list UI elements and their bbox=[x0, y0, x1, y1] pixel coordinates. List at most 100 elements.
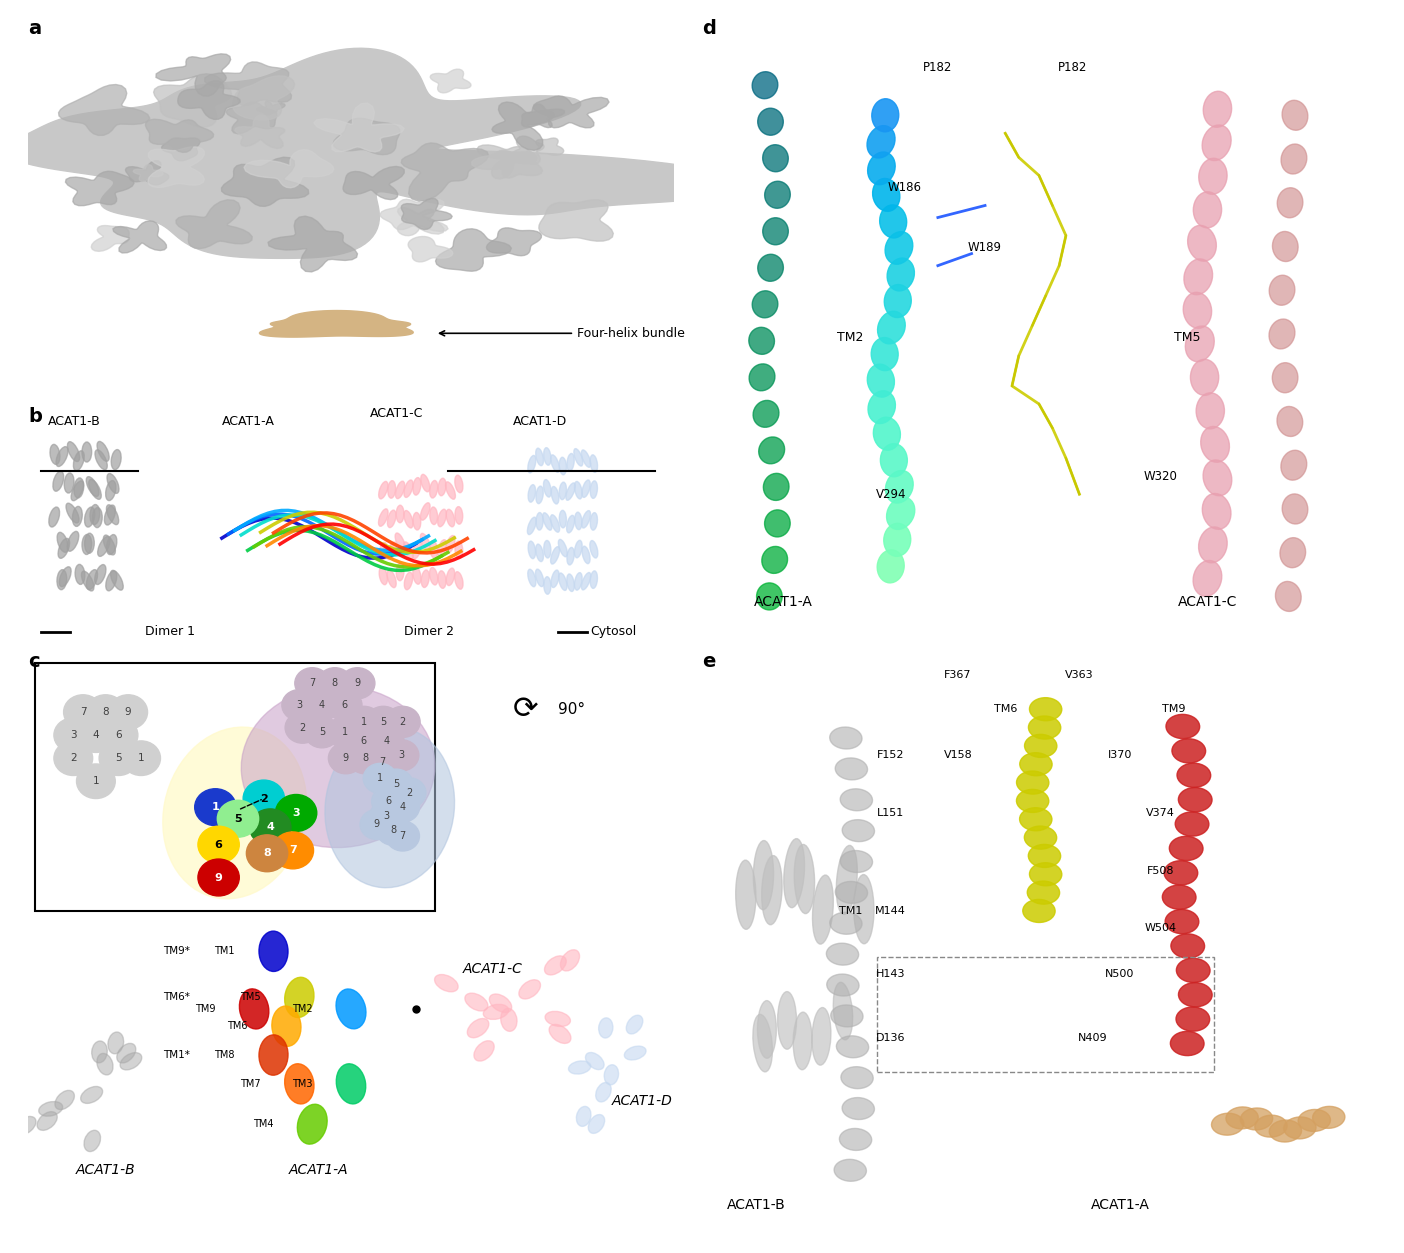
Polygon shape bbox=[491, 101, 555, 150]
Ellipse shape bbox=[581, 480, 590, 497]
Text: 1: 1 bbox=[341, 727, 348, 737]
Text: ACAT1-D: ACAT1-D bbox=[512, 415, 567, 427]
Polygon shape bbox=[153, 74, 232, 127]
Ellipse shape bbox=[388, 481, 396, 499]
Ellipse shape bbox=[73, 451, 84, 471]
Text: d: d bbox=[702, 19, 716, 38]
Ellipse shape bbox=[1177, 763, 1210, 787]
Ellipse shape bbox=[74, 477, 84, 497]
Circle shape bbox=[76, 718, 115, 752]
Ellipse shape bbox=[886, 470, 913, 502]
Ellipse shape bbox=[111, 570, 124, 590]
Circle shape bbox=[275, 794, 317, 832]
Ellipse shape bbox=[84, 507, 94, 528]
Ellipse shape bbox=[757, 583, 782, 610]
Polygon shape bbox=[66, 172, 133, 205]
Ellipse shape bbox=[543, 480, 552, 497]
Text: 8: 8 bbox=[390, 826, 396, 836]
Ellipse shape bbox=[1177, 959, 1210, 982]
Ellipse shape bbox=[240, 989, 268, 1029]
Ellipse shape bbox=[1193, 560, 1221, 596]
Ellipse shape bbox=[1199, 528, 1227, 563]
Ellipse shape bbox=[1269, 1120, 1302, 1141]
Text: 7: 7 bbox=[400, 831, 406, 841]
Text: 9: 9 bbox=[125, 707, 132, 717]
Text: ACAT1-B: ACAT1-B bbox=[726, 1198, 785, 1212]
Ellipse shape bbox=[1299, 1109, 1331, 1131]
Ellipse shape bbox=[58, 570, 67, 590]
Ellipse shape bbox=[545, 956, 566, 975]
Ellipse shape bbox=[626, 1015, 643, 1034]
Polygon shape bbox=[380, 199, 444, 234]
Ellipse shape bbox=[1165, 714, 1199, 738]
Ellipse shape bbox=[1269, 320, 1294, 348]
Text: 8: 8 bbox=[331, 678, 338, 688]
Ellipse shape bbox=[872, 337, 899, 371]
Circle shape bbox=[243, 781, 285, 817]
Ellipse shape bbox=[528, 455, 536, 472]
Ellipse shape bbox=[1269, 276, 1294, 306]
Ellipse shape bbox=[581, 573, 591, 590]
Ellipse shape bbox=[94, 565, 105, 584]
Ellipse shape bbox=[108, 1032, 124, 1054]
Ellipse shape bbox=[1028, 845, 1060, 867]
Ellipse shape bbox=[1163, 885, 1196, 910]
Ellipse shape bbox=[827, 974, 859, 996]
Text: TM9: TM9 bbox=[195, 1004, 215, 1014]
Polygon shape bbox=[222, 157, 309, 207]
Text: TM9: TM9 bbox=[1163, 704, 1185, 714]
Circle shape bbox=[100, 741, 138, 776]
Text: Dimer 2: Dimer 2 bbox=[403, 625, 453, 638]
Ellipse shape bbox=[753, 71, 778, 99]
Ellipse shape bbox=[430, 540, 438, 558]
Circle shape bbox=[100, 718, 138, 752]
Text: ACAT1-A: ACAT1-A bbox=[222, 415, 275, 427]
Ellipse shape bbox=[1164, 861, 1198, 885]
Ellipse shape bbox=[0, 1061, 21, 1075]
Ellipse shape bbox=[753, 401, 779, 427]
Text: 1: 1 bbox=[212, 802, 219, 812]
Ellipse shape bbox=[66, 504, 79, 523]
Circle shape bbox=[369, 801, 403, 831]
Text: 90°: 90° bbox=[557, 702, 585, 717]
Ellipse shape bbox=[1178, 788, 1212, 812]
Ellipse shape bbox=[404, 573, 413, 590]
Polygon shape bbox=[333, 118, 400, 154]
Circle shape bbox=[340, 668, 375, 699]
Ellipse shape bbox=[588, 1115, 605, 1134]
Ellipse shape bbox=[111, 450, 121, 470]
Text: 1: 1 bbox=[138, 753, 145, 763]
Text: b: b bbox=[28, 407, 42, 426]
Ellipse shape bbox=[67, 531, 79, 551]
Ellipse shape bbox=[765, 182, 790, 208]
Text: V374: V374 bbox=[1146, 808, 1175, 818]
Ellipse shape bbox=[396, 505, 404, 523]
Ellipse shape bbox=[528, 569, 536, 586]
Ellipse shape bbox=[98, 536, 110, 556]
Ellipse shape bbox=[887, 258, 914, 291]
Ellipse shape bbox=[758, 254, 783, 282]
Ellipse shape bbox=[421, 570, 430, 588]
Polygon shape bbox=[147, 147, 205, 188]
Circle shape bbox=[392, 778, 425, 808]
Ellipse shape bbox=[241, 687, 435, 847]
Ellipse shape bbox=[1199, 158, 1227, 194]
Text: Cytosol: Cytosol bbox=[590, 625, 636, 638]
Ellipse shape bbox=[1313, 1106, 1345, 1128]
Text: 3: 3 bbox=[296, 700, 302, 710]
Polygon shape bbox=[146, 119, 213, 153]
Ellipse shape bbox=[583, 546, 590, 564]
Ellipse shape bbox=[854, 875, 873, 944]
Ellipse shape bbox=[430, 480, 438, 497]
Text: 5: 5 bbox=[115, 753, 122, 763]
Ellipse shape bbox=[95, 450, 107, 470]
Polygon shape bbox=[125, 160, 168, 185]
Ellipse shape bbox=[483, 1005, 508, 1020]
Text: TM3: TM3 bbox=[292, 1079, 312, 1089]
Ellipse shape bbox=[1283, 1116, 1316, 1139]
Text: 3: 3 bbox=[399, 751, 404, 761]
Ellipse shape bbox=[837, 846, 858, 915]
Ellipse shape bbox=[625, 1046, 646, 1060]
Ellipse shape bbox=[1028, 715, 1061, 739]
Ellipse shape bbox=[559, 482, 566, 500]
